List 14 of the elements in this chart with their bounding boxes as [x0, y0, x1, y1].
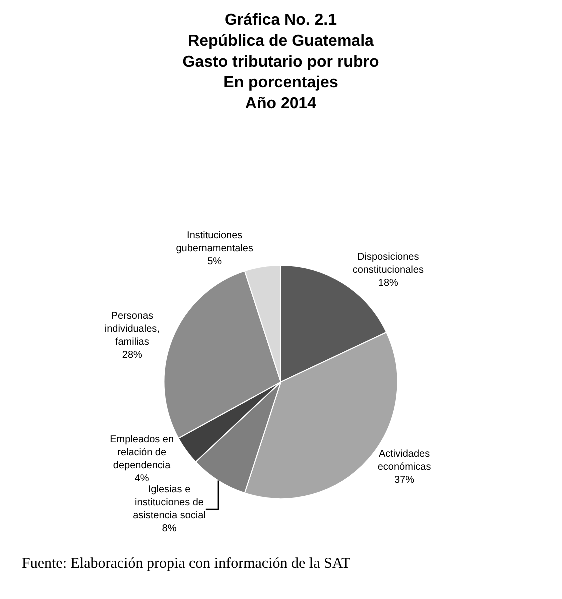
data-label: 37% — [394, 475, 415, 486]
data-label: 4% — [134, 473, 150, 484]
slice-label: Iglesias e instituciones de asistencia social — [133, 484, 206, 522]
chart-title: Gráfica No. 2.1 República de Guatemala Gasto tributario por rubro En porcentajes Año 2014 — [182, 12, 380, 112]
data-label: 8% — [162, 523, 177, 534]
data-label: 28% — [122, 350, 143, 361]
slice-label: Personas individuales, familias — [104, 310, 160, 348]
slice-label: Actividades económicas — [378, 449, 432, 474]
slice-label: Instituciones gubernamentales — [176, 230, 254, 254]
slice-label: Empleados en relación de dependencia — [110, 434, 174, 472]
source-note: Fuente: Elaboración propia con información de la SAT — [22, 556, 351, 572]
data-label: 18% — [378, 278, 399, 289]
data-label: 5% — [208, 256, 222, 268]
slice-label: Disposiciones constitucionales — [352, 252, 424, 276]
